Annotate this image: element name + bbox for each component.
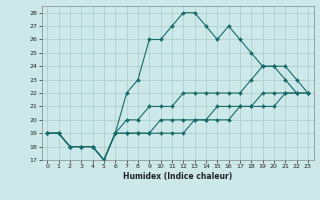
X-axis label: Humidex (Indice chaleur): Humidex (Indice chaleur) bbox=[123, 172, 232, 181]
